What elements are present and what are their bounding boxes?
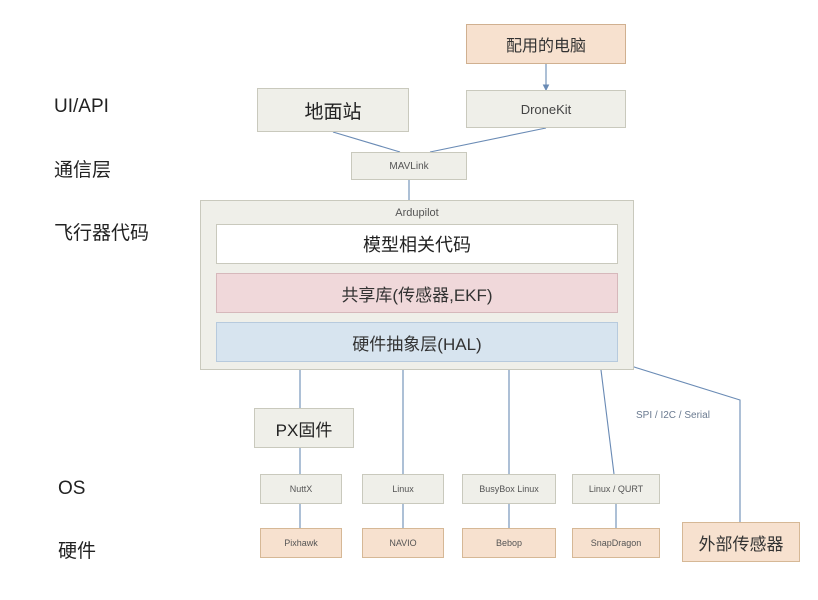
edge-label-ext-hal: SPI / I2C / Serial: [636, 410, 710, 421]
row-label-rl-comm: 通信层: [54, 155, 111, 182]
node-os2: Linux: [362, 474, 444, 504]
node-os4: Linux / QURT: [572, 474, 660, 504]
edge-ground-mavlink: [333, 132, 400, 152]
node-hw1: Pixhawk: [260, 528, 342, 558]
row-label-rl-hw: 硬件: [58, 536, 96, 563]
node-hal: 硬件抽象层(HAL): [216, 322, 618, 362]
node-shared: 共享库(传感器,EKF): [216, 273, 618, 313]
edge-dronekit-mavlink: [430, 128, 546, 152]
edge-hal-os4: [600, 362, 614, 474]
node-hw3: Bebop: [462, 528, 556, 558]
node-hw4: SnapDragon: [572, 528, 660, 558]
node-pc: 配用的电脑: [466, 24, 626, 64]
node-pxfw: PX固件: [254, 408, 354, 448]
row-label-rl-uiapi: UI/API: [54, 96, 109, 118]
node-mavlink: MAVLink: [351, 152, 467, 180]
node-os1: NuttX: [260, 474, 342, 504]
node-hw2: NAVIO: [362, 528, 444, 558]
row-label-rl-code: 飞行器代码: [54, 218, 149, 245]
node-ground: 地面站: [257, 88, 409, 132]
node-ext: 外部传感器: [682, 522, 800, 562]
row-label-rl-os: OS: [58, 478, 85, 500]
node-os3: BusyBox Linux: [462, 474, 556, 504]
node-dronekit: DroneKit: [466, 90, 626, 128]
node-model: 模型相关代码: [216, 224, 618, 264]
